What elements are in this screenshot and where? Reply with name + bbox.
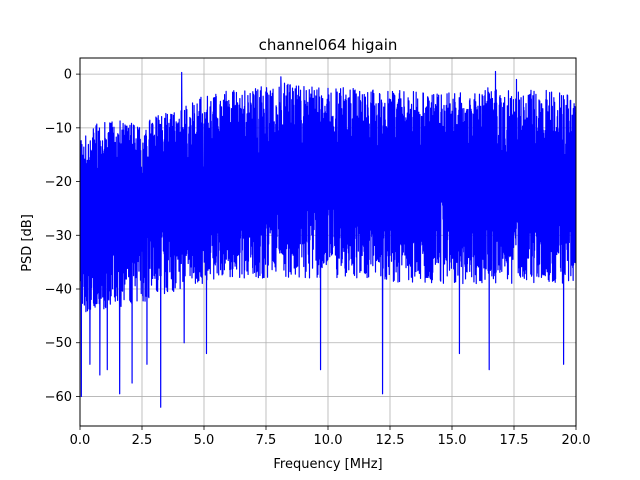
axis-ticks: 0.0 2.5 5.0 7.5 10.0 12.5 15.0 17.5 20.0 0 −10 −20 −… [45,68,591,448]
x-tick-label: 20.0 [562,433,591,448]
x-tick-label: 15.0 [438,433,467,448]
y-tick-label: 0 [64,68,72,83]
psd-line [80,70,576,408]
y-tick-label: −20 [45,175,72,190]
x-tick-label: 2.5 [132,433,153,448]
y-tick-label: −50 [45,336,72,351]
x-tick-label: 5.0 [194,433,215,448]
x-tick-label: 0.0 [70,433,91,448]
x-tick-label: 12.5 [376,433,405,448]
y-tick-label: −30 [45,229,72,244]
y-tick-label: −40 [45,283,72,298]
x-axis-label: Frequency [MHz] [273,457,382,472]
y-tick-label: −60 [45,390,72,405]
x-tick-label: 10.0 [314,433,343,448]
psd-series [80,70,576,408]
y-axis-label: PSD [dB] [20,214,35,272]
y-tick-label: −10 [45,121,72,136]
x-tick-label: 7.5 [256,433,277,448]
chart-title: channel064 higain [259,36,398,54]
x-tick-label: 17.5 [500,433,529,448]
